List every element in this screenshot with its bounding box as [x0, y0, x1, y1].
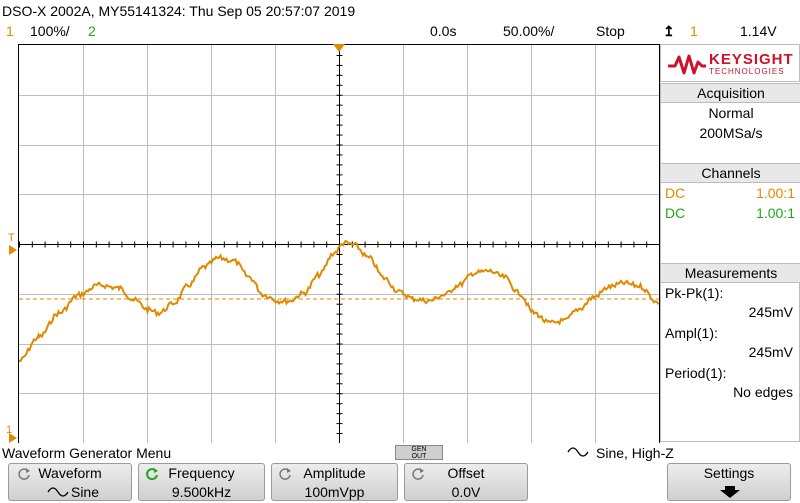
measurement-label: Pk-Pk(1): [665, 285, 724, 301]
title-bar: DSO-X 2002A, MY55141324: Thu Sep 05 20:5… [0, 0, 800, 22]
trigger-level[interactable]: 1.14V [740, 23, 777, 39]
keysight-wave-icon [668, 54, 706, 75]
waveform-softkey[interactable]: Waveform Sine [8, 463, 132, 501]
time-delay[interactable]: 0.0s [430, 23, 457, 39]
offset-label: Offset [447, 465, 485, 481]
ch1-probe-ratio: 1.00:1 [756, 185, 795, 201]
rotate-knob-icon [412, 468, 424, 480]
trigger-edge-icon: ↥ [663, 23, 675, 39]
ch2-number[interactable]: 2 [88, 23, 96, 39]
acquisition-title[interactable]: Acquisition [660, 83, 800, 103]
measurement-label: Period(1): [665, 365, 727, 381]
waveform-label: Waveform [38, 465, 102, 481]
frequency-value: 9.500kHz [171, 484, 232, 500]
channels-body: DC 1.00:1 DC 1.00:1 [660, 183, 800, 263]
trigger-level-marker[interactable]: T [8, 232, 15, 244]
amplitude-value: 100mVpp [304, 484, 365, 500]
trigger-arrow-icon [9, 245, 17, 255]
frequency-softkey[interactable]: Frequency 9.500kHz [138, 463, 265, 501]
sine-wave-icon [567, 447, 589, 457]
brand-name: KEYSIGHT [709, 51, 794, 68]
ground-marker[interactable]: 1 [6, 424, 13, 436]
rotate-knob-icon [279, 468, 291, 480]
rotate-knob-icon [18, 468, 30, 480]
wave-summary: Sine, High-Z [596, 445, 674, 461]
trigger-source[interactable]: 1 [690, 23, 698, 39]
measurement-value: 245mV [748, 304, 793, 320]
ch1-number[interactable]: 1 [6, 23, 14, 39]
amplitude-softkey[interactable]: Amplitude 100mVpp [271, 463, 398, 501]
waveform-display[interactable] [18, 44, 660, 444]
rotate-knob-active-icon [146, 468, 158, 481]
measurements-title[interactable]: Measurements [660, 263, 800, 283]
brand-sub: TECHNOLOGIES [709, 67, 785, 76]
measurement-value: 245mV [748, 344, 793, 360]
ground-arrow-icon [9, 433, 17, 443]
offset-softkey[interactable]: Offset 0.0V [404, 463, 528, 501]
ch1-waveform [19, 239, 659, 362]
ch2-coupling: DC [665, 205, 686, 221]
instrument-title: DSO-X 2002A, MY55141324: Thu Sep 05 20:5… [2, 3, 356, 19]
amplitude-label: Amplitude [303, 465, 366, 481]
menu-bar: Waveform Generator Menu GEN OUT Sine, Hi… [0, 443, 800, 461]
waveform-value: Sine [70, 484, 100, 500]
arrow-down-icon [720, 486, 740, 498]
ch1-scale[interactable]: 100%/ [30, 23, 70, 39]
menu-title: Waveform Generator Menu [2, 445, 172, 461]
settings-softkey[interactable]: Settings [667, 463, 791, 501]
measurement-value: No edges [733, 384, 793, 400]
run-state: Stop [596, 23, 625, 39]
offset-value: 0.0V [451, 484, 481, 500]
brand-logo: KEYSIGHT TECHNOLOGIES [660, 44, 800, 82]
side-panel: KEYSIGHT TECHNOLOGIES Acquisition Normal… [660, 44, 800, 442]
status-bar: 1 100%/ 2 0.0s 50.00%/ Stop ↥ 1 1.14V [0, 22, 800, 42]
settings-label: Settings [703, 465, 755, 481]
acquisition-mode: Normal [708, 105, 754, 121]
channels-title[interactable]: Channels [660, 163, 800, 183]
acquisition-body: Normal 200MSa/s [660, 103, 800, 163]
gen-out-indicator: GEN OUT [395, 445, 443, 460]
time-scale[interactable]: 50.00%/ [503, 23, 555, 39]
ch2-probe-ratio: 1.00:1 [756, 205, 795, 221]
measurement-label: Ampl(1): [665, 325, 718, 341]
ch1-coupling: DC [665, 185, 686, 201]
frequency-label: Frequency [168, 465, 235, 481]
trigger-position-marker[interactable] [333, 44, 345, 54]
sine-icon [47, 487, 69, 497]
measurements-body: Pk-Pk(1): 245mV Ampl(1): 245mV Period(1)… [660, 283, 800, 442]
acquisition-rate: 200MSa/s [699, 125, 763, 141]
